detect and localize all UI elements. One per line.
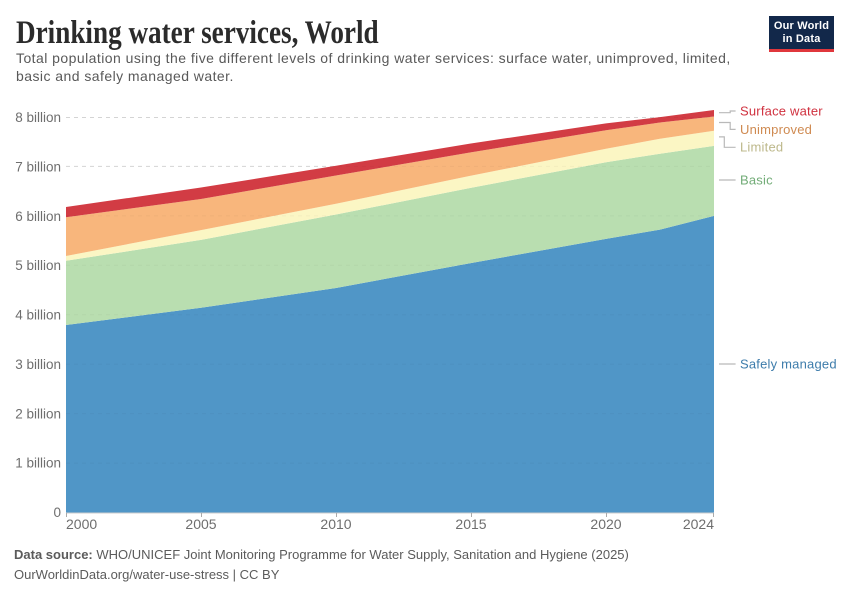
svg-text:2 billion: 2 billion bbox=[15, 406, 61, 421]
svg-text:2000: 2000 bbox=[66, 516, 97, 532]
svg-text:2010: 2010 bbox=[320, 516, 351, 532]
svg-text:7 billion: 7 billion bbox=[15, 159, 61, 174]
svg-text:Limited: Limited bbox=[740, 140, 783, 155]
svg-text:Surface water: Surface water bbox=[740, 104, 823, 119]
svg-text:2020: 2020 bbox=[590, 516, 621, 532]
svg-text:Unimproved: Unimproved bbox=[740, 122, 812, 137]
svg-text:3 billion: 3 billion bbox=[15, 357, 61, 372]
svg-text:5 billion: 5 billion bbox=[15, 258, 61, 273]
svg-text:2005: 2005 bbox=[185, 516, 216, 532]
svg-text:0: 0 bbox=[53, 505, 61, 520]
svg-text:2024: 2024 bbox=[683, 516, 714, 532]
svg-text:8 billion: 8 billion bbox=[15, 110, 61, 125]
svg-text:Basic: Basic bbox=[740, 172, 773, 187]
svg-text:4 billion: 4 billion bbox=[15, 308, 61, 323]
svg-text:1 billion: 1 billion bbox=[15, 456, 61, 471]
svg-text:6 billion: 6 billion bbox=[15, 209, 61, 224]
svg-text:2015: 2015 bbox=[455, 516, 486, 532]
svg-text:Safely managed: Safely managed bbox=[740, 356, 837, 371]
